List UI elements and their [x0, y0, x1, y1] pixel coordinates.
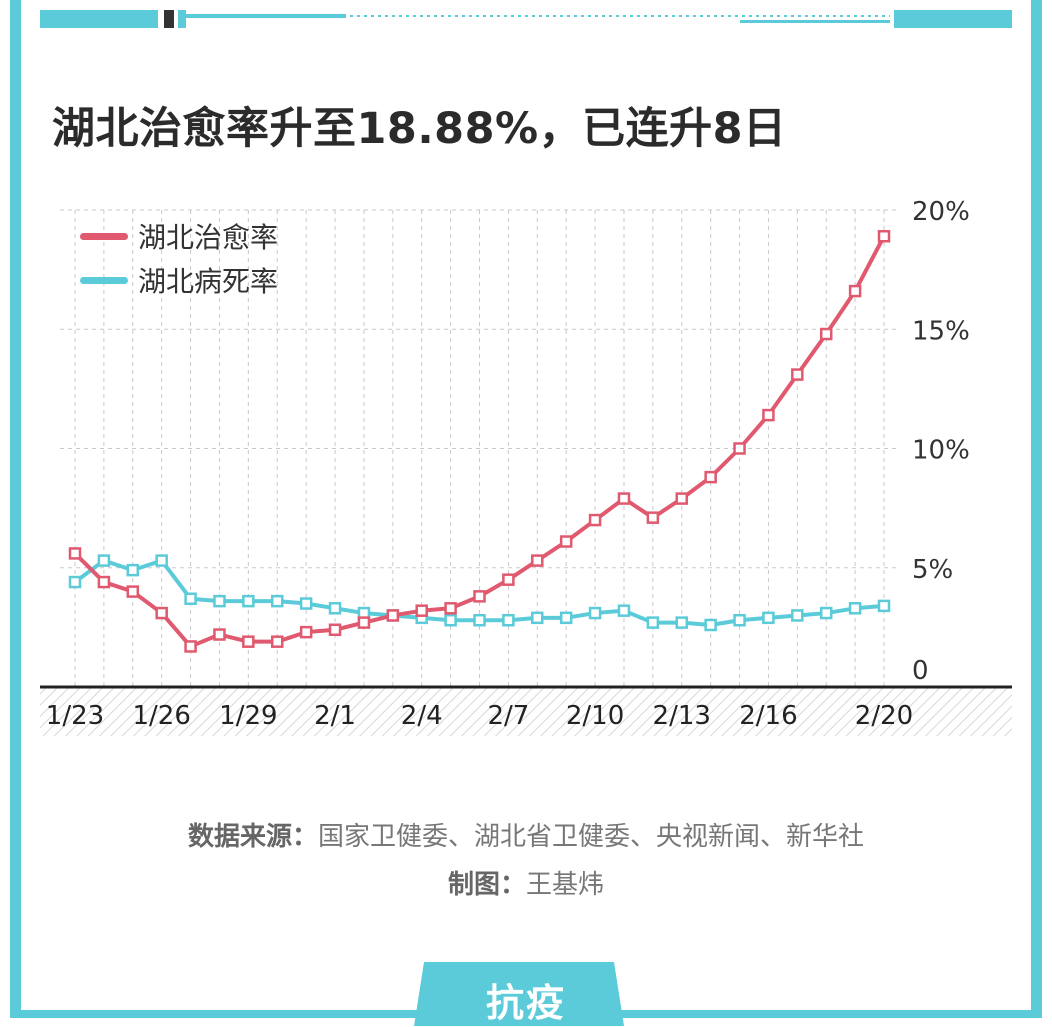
data-point-death: [502, 613, 515, 627]
data-point-death: [704, 618, 717, 632]
data-point-recovery: [502, 573, 515, 586]
data-point-death: [444, 613, 457, 627]
x-axis-band: [40, 688, 1012, 736]
x-tick-label: 2/7: [487, 701, 529, 731]
data-point-recovery: [271, 635, 284, 648]
data-point-death: [819, 606, 833, 620]
data-point-recovery: [184, 640, 197, 653]
data-point-death: [68, 575, 82, 589]
legend-item-death: 湖北病死率: [80, 258, 278, 302]
data-point-death: [877, 599, 891, 613]
legend: 湖北治愈率 湖北病死率: [80, 214, 278, 302]
poster-frame: [10, 0, 1042, 1018]
data-point-death: [473, 613, 486, 627]
grid: [60, 209, 900, 687]
data-source: 数据来源：国家卫健委、湖北省卫健委、央视新闻、新华社: [0, 816, 1052, 853]
data-point-recovery: [328, 623, 342, 637]
data-point-death: [126, 563, 140, 577]
data-point-death: [299, 597, 313, 610]
credit-text: 王基炜: [526, 870, 605, 900]
chart-title: 湖北治愈率升至18.88%，已连升8日: [52, 104, 787, 154]
data-point-recovery: [559, 535, 573, 548]
data-point-recovery: [357, 616, 371, 629]
data-point-death: [559, 611, 573, 625]
data-point-death: [646, 616, 660, 629]
data-source-label: 数据来源：: [187, 822, 318, 852]
data-point-death: [242, 594, 255, 608]
bottom-tab-label: 抗疫: [485, 981, 566, 1025]
data-point-recovery: [588, 513, 602, 527]
data-point-recovery: [704, 470, 717, 484]
data-point-death: [588, 606, 602, 620]
data-point-recovery: [68, 547, 82, 560]
data-point-recovery: [877, 229, 891, 243]
data-point-recovery: [617, 492, 631, 505]
data-point-recovery: [531, 554, 544, 567]
data-point-recovery: [733, 442, 746, 455]
data-point-recovery: [415, 604, 428, 617]
y-ticks: 0 5% 10% 15% 20%: [912, 197, 970, 686]
data-point-death: [531, 611, 544, 625]
x-ticks: 1/23 1/26 1/29 2/1 2/4 2/7 2/10 2/13 2/16 2/20: [46, 701, 913, 731]
x-tick-label: 2/13: [653, 701, 711, 731]
data-point-recovery: [444, 602, 457, 615]
credit-label: 制图：: [447, 870, 526, 900]
legend-swatch-death: [80, 276, 128, 284]
data-point-recovery: [848, 284, 862, 298]
data-point-death: [848, 602, 862, 615]
y-tick-label: 15%: [912, 316, 970, 346]
y-tick-label: 0: [912, 656, 929, 686]
data-point-death: [762, 611, 775, 625]
data-point-death: [733, 613, 746, 627]
data-point-recovery: [473, 590, 486, 603]
x-tick-label: 2/20: [855, 701, 913, 731]
bottom-tab: [414, 962, 624, 1026]
data-point-recovery: [242, 635, 255, 648]
data-point-recovery: [646, 511, 660, 524]
data-point-recovery: [155, 606, 168, 620]
data-point-recovery: [762, 408, 775, 422]
y-tick-label: 5%: [912, 555, 953, 585]
data-point-recovery: [213, 628, 226, 641]
x-tick-label: 2/16: [739, 701, 797, 731]
x-tick-label: 1/23: [46, 701, 104, 731]
data-point-recovery: [126, 585, 140, 598]
y-tick-label: 20%: [912, 197, 970, 227]
data-point-death: [675, 616, 688, 629]
legend-swatch-recovery: [80, 232, 128, 240]
data-point-death: [328, 602, 342, 615]
series: [68, 229, 891, 653]
data-point-death: [617, 604, 631, 617]
x-tick-label: 2/1: [314, 701, 356, 731]
data-point-death: [97, 554, 111, 567]
legend-label-recovery: 湖北治愈率: [138, 221, 279, 254]
legend-item-recovery: 湖北治愈率: [80, 214, 278, 258]
line-chart: 0 5% 10% 15% 20% 1/23 1/26 1/29 2/1 2/4 2/7 2/10 2/…: [40, 197, 1012, 736]
data-point-death: [213, 594, 226, 608]
data-point-recovery: [97, 575, 111, 589]
data-point-recovery: [819, 327, 833, 341]
y-tick-label: 10%: [912, 436, 970, 466]
x-tick-label: 2/4: [401, 701, 443, 731]
top-decoration: [40, 10, 1012, 28]
x-tick-label: 1/26: [132, 701, 190, 731]
data-point-death: [791, 609, 804, 622]
data-point-death: [184, 592, 197, 606]
data-point-death: [155, 554, 168, 567]
data-source-text: 国家卫健委、湖北省卫健委、央视新闻、新华社: [318, 822, 865, 852]
data-point-recovery: [386, 609, 400, 622]
legend-label-death: 湖北病死率: [138, 265, 279, 298]
x-tick-label: 1/29: [219, 701, 277, 731]
data-point-recovery: [299, 625, 313, 639]
data-point-death: [271, 594, 284, 608]
data-point-recovery: [791, 368, 804, 381]
x-tick-label: 2/10: [566, 701, 624, 731]
data-point-recovery: [675, 492, 688, 505]
chart-credit: 制图：王基炜: [0, 864, 1052, 901]
